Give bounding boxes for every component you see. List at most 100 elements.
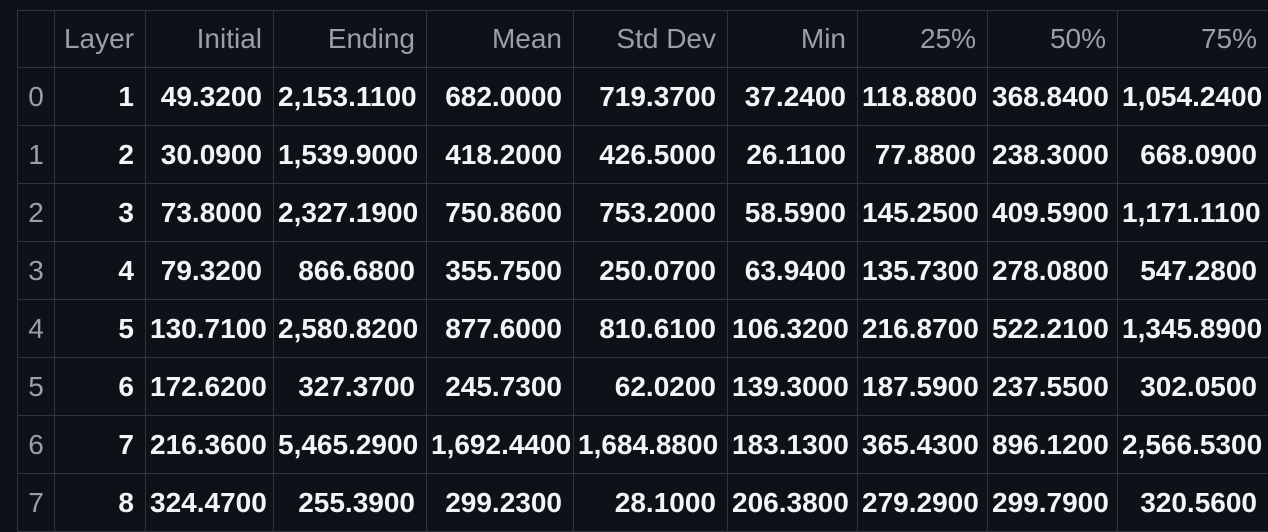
column-header-std-dev[interactable]: Std Dev <box>573 10 728 68</box>
cell: 118.8800 <box>857 67 988 126</box>
table-row: 1 2 30.0900 1,539.9000 418.2000 426.5000 26.11… <box>17 125 1268 184</box>
cell: 299.7900 <box>987 473 1118 532</box>
row-index: 1 <box>17 125 55 184</box>
cell: 418.2000 <box>426 125 574 184</box>
cell: 237.5500 <box>987 357 1118 416</box>
cell: 4 <box>54 241 146 300</box>
cell: 58.5900 <box>727 183 858 242</box>
row-index: 0 <box>17 67 55 126</box>
cell: 187.5900 <box>857 357 988 416</box>
cell: 139.3000 <box>727 357 858 416</box>
cell: 1,171.1100 <box>1117 183 1268 242</box>
cell: 365.4300 <box>857 415 988 474</box>
cell: 1,054.2400 <box>1117 67 1268 126</box>
column-header-min[interactable]: Min <box>727 10 858 68</box>
cell: 2,566.5300 <box>1117 415 1268 474</box>
cell: 73.8000 <box>145 183 274 242</box>
cell: 668.0900 <box>1117 125 1268 184</box>
cell: 238.3000 <box>987 125 1118 184</box>
row-index: 7 <box>17 473 55 532</box>
table-header: Layer Initial Ending Mean Std Dev Min 25% 50% 75… <box>17 10 1268 68</box>
cell: 26.1100 <box>727 125 858 184</box>
cell: 547.2800 <box>1117 241 1268 300</box>
cell: 30.0900 <box>145 125 274 184</box>
cell: 183.1300 <box>727 415 858 474</box>
cell: 6 <box>54 357 146 416</box>
table-row: 5 6 172.6200 327.3700 245.7300 62.0200 139.300… <box>17 357 1268 416</box>
column-header-initial[interactable]: Initial <box>145 10 274 68</box>
cell: 2,580.8200 <box>273 299 427 358</box>
cell: 28.1000 <box>573 473 728 532</box>
header-row: Layer Initial Ending Mean Std Dev Min 25% 50% 75… <box>17 10 1268 68</box>
cell: 279.2900 <box>857 473 988 532</box>
cell: 79.3200 <box>145 241 274 300</box>
cell: 2 <box>54 125 146 184</box>
column-header-ending[interactable]: Ending <box>273 10 427 68</box>
cell: 719.3700 <box>573 67 728 126</box>
column-header-mean[interactable]: Mean <box>426 10 574 68</box>
cell: 1,345.8900 <box>1117 299 1268 358</box>
cell: 135.7300 <box>857 241 988 300</box>
cell: 896.1200 <box>987 415 1118 474</box>
cell: 522.2100 <box>987 299 1118 358</box>
cell: 7 <box>54 415 146 474</box>
cell: 2,153.1100 <box>273 67 427 126</box>
cell: 302.0500 <box>1117 357 1268 416</box>
cell: 299.2300 <box>426 473 574 532</box>
cell: 1 <box>54 67 146 126</box>
cell: 8 <box>54 473 146 532</box>
row-index: 3 <box>17 241 55 300</box>
cell: 1,539.9000 <box>273 125 427 184</box>
cell: 368.8400 <box>987 67 1118 126</box>
row-index: 6 <box>17 415 55 474</box>
cell: 77.8800 <box>857 125 988 184</box>
cell: 3 <box>54 183 146 242</box>
cell: 320.5600 <box>1117 473 1268 532</box>
row-index: 4 <box>17 299 55 358</box>
column-header-layer[interactable]: Layer <box>54 10 146 68</box>
table-row: 4 5 130.7100 2,580.8200 877.6000 810.6100 106.… <box>17 299 1268 358</box>
cell: 750.8600 <box>426 183 574 242</box>
cell: 877.6000 <box>426 299 574 358</box>
cell: 216.3600 <box>145 415 274 474</box>
table-row: 3 4 79.3200 866.6800 355.7500 250.0700 63.9400… <box>17 241 1268 300</box>
cell: 255.3900 <box>273 473 427 532</box>
table-row: 7 8 324.4700 255.3900 299.2300 28.1000 206.380… <box>17 473 1268 532</box>
cell: 1,684.8800 <box>573 415 728 474</box>
cell: 49.3200 <box>145 67 274 126</box>
row-index: 2 <box>17 183 55 242</box>
cell: 216.8700 <box>857 299 988 358</box>
cell: 206.3800 <box>727 473 858 532</box>
cell: 245.7300 <box>426 357 574 416</box>
cell: 278.0800 <box>987 241 1118 300</box>
cell: 172.6200 <box>145 357 274 416</box>
cell: 130.7100 <box>145 299 274 358</box>
cell: 106.3200 <box>727 299 858 358</box>
cell: 2,327.1900 <box>273 183 427 242</box>
cell: 753.2000 <box>573 183 728 242</box>
stats-table: Layer Initial Ending Mean Std Dev Min 25% 50% 75… <box>17 10 1268 532</box>
column-header-25-[interactable]: 25% <box>857 10 988 68</box>
cell: 810.6100 <box>573 299 728 358</box>
table-body: 0 1 49.3200 2,153.1100 682.0000 719.3700 37.24… <box>17 67 1268 532</box>
cell: 37.2400 <box>727 67 858 126</box>
table-row: 0 1 49.3200 2,153.1100 682.0000 719.3700 37.24… <box>17 67 1268 126</box>
corner-cell <box>17 10 55 68</box>
cell: 5,465.2900 <box>273 415 427 474</box>
cell: 5 <box>54 299 146 358</box>
cell: 62.0200 <box>573 357 728 416</box>
cell: 426.5000 <box>573 125 728 184</box>
cell: 63.9400 <box>727 241 858 300</box>
cell: 409.5900 <box>987 183 1118 242</box>
cell: 250.0700 <box>573 241 728 300</box>
cell: 145.2500 <box>857 183 988 242</box>
column-header-50-[interactable]: 50% <box>987 10 1118 68</box>
cell: 327.3700 <box>273 357 427 416</box>
cell: 355.7500 <box>426 241 574 300</box>
cell: 682.0000 <box>426 67 574 126</box>
dataframe: Layer Initial Ending Mean Std Dev Min 25% 50% 75… <box>17 10 1268 532</box>
table-row: 2 3 73.8000 2,327.1900 750.8600 753.2000 58.59… <box>17 183 1268 242</box>
column-header-75-[interactable]: 75% <box>1117 10 1268 68</box>
table-row: 6 7 216.3600 5,465.2900 1,692.4400 1,684.8800… <box>17 415 1268 474</box>
cell: 324.4700 <box>145 473 274 532</box>
